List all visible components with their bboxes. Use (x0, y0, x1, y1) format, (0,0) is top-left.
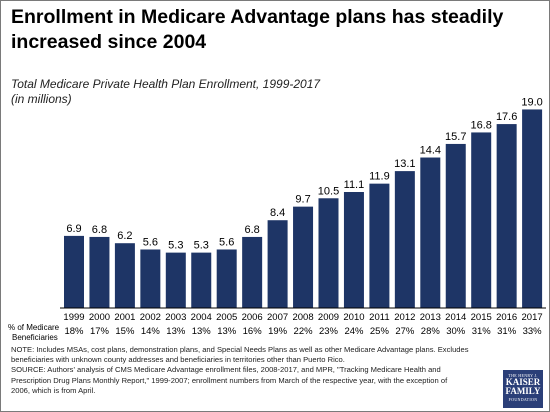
x-tick-label-2015: 2015 (471, 312, 492, 323)
x-tick-label-2017: 2017 (522, 312, 543, 323)
value-label-2008: 9.7 (295, 194, 310, 206)
x-tick-label-2001: 2001 (114, 312, 135, 323)
x-tick-label-2004: 2004 (191, 312, 212, 323)
bar-2001 (114, 243, 135, 308)
x-tick-label-2003: 2003 (165, 312, 186, 323)
subtitle-line-1: Total Medicare Private Health Plan Enrol… (11, 77, 321, 91)
x-tick-label-2009: 2009 (318, 312, 339, 323)
bar-2003 (165, 252, 186, 308)
pct-labels-group: 18% 17% 15% 14% 13% 13% 13% 16% 19% 22% 23% 24% 25% 2… (64, 326, 542, 337)
bar-2009 (318, 198, 339, 308)
kff-logo: THE HENRY J. KAISER FAMILY FOUNDATION (503, 370, 543, 408)
value-label-2005: 5.6 (219, 236, 234, 248)
bar-2016 (496, 124, 517, 308)
bar-1999 (64, 235, 84, 308)
value-label-2004: 5.3 (194, 240, 209, 252)
x-tick-label-2014: 2014 (445, 312, 466, 323)
pct-row-label-line-1: % of Medicare (8, 323, 60, 332)
pct-label-2006: 16% (243, 326, 263, 337)
bar-2015 (471, 132, 492, 308)
bars-group (64, 109, 543, 308)
pct-label-2011: 25% (370, 326, 390, 337)
pct-label-2007: 19% (268, 326, 288, 337)
bar-2010 (343, 192, 364, 308)
pct-label-1999: 18% (64, 326, 84, 337)
value-label-2013: 14.4 (420, 145, 441, 157)
pct-label-2017: 33% (523, 326, 543, 337)
value-labels-group: 6.9 6.8 6.2 5.6 5.3 5.3 5.6 6.8 8.4 9.7 10.5 11.1 11… (66, 96, 542, 251)
logo-line-1: THE HENRY J. (508, 373, 538, 378)
bar-2014 (445, 143, 466, 308)
value-label-2007: 8.4 (270, 207, 285, 219)
pct-label-2008: 22% (294, 326, 314, 337)
chart-notes: NOTE: Includes MSAs, cost plans, demonst… (11, 345, 496, 396)
logo-line-3: FAMILY (505, 386, 541, 396)
bar-2006 (242, 236, 263, 308)
chart-subtitle: Total Medicare Private Health Plan Enrol… (11, 77, 320, 107)
x-tick-label-1999: 1999 (63, 312, 84, 323)
pct-label-2016: 31% (497, 326, 517, 337)
chart-title: Enrollment in Medicare Advantage plans h… (11, 6, 504, 53)
x-tick-label-2011: 2011 (369, 312, 389, 323)
x-tick-label-2013: 2013 (420, 312, 441, 323)
pct-row-label-line-2: Beneficiaries (12, 333, 58, 342)
value-label-2012: 13.1 (394, 158, 415, 170)
bar-2007 (267, 220, 288, 308)
pct-label-2005: 13% (217, 326, 237, 337)
x-tick-label-2007: 2007 (267, 312, 288, 323)
x-tick-label-2012: 2012 (394, 312, 415, 323)
value-label-2002: 5.6 (143, 236, 158, 248)
x-tick-label-2008: 2008 (292, 312, 313, 323)
x-tick-labels-group: 1999 2000 2001 2002 2003 2004 2005 2006 2007 2008… (63, 312, 542, 323)
value-label-2011: 11.9 (369, 171, 390, 183)
value-label-2015: 16.8 (470, 119, 491, 131)
value-label-2010: 11.1 (344, 179, 365, 191)
value-label-1999: 6.9 (66, 223, 81, 235)
x-tick-label-2002: 2002 (140, 312, 161, 323)
bar-2005 (216, 249, 237, 308)
pct-label-2015: 31% (472, 326, 492, 337)
bar-2002 (140, 249, 161, 308)
value-label-2016: 17.6 (496, 111, 517, 123)
source-line: Prescription Drug Plans Monthly Report,"… (11, 375, 448, 385)
note-line: NOTE: Includes MSAs, cost plans, demonst… (11, 345, 469, 354)
value-label-2000: 6.8 (92, 224, 107, 236)
pct-label-2002: 14% (141, 326, 161, 337)
pct-label-2014: 30% (446, 326, 466, 337)
pct-label-2012: 27% (395, 326, 415, 337)
bar-2008 (293, 206, 314, 308)
pct-label-2009: 23% (319, 326, 339, 337)
note-line: beneficiaries with unknown county addres… (11, 355, 345, 365)
pct-label-2000: 17% (90, 326, 110, 337)
bar-2004 (191, 252, 212, 308)
pct-label-2010: 24% (344, 326, 364, 337)
value-label-2014: 15.7 (445, 131, 466, 143)
logo-line-4: FOUNDATION (508, 397, 538, 402)
bar-2017 (522, 109, 543, 308)
value-label-2003: 5.3 (168, 240, 183, 252)
value-label-2017: 19.0 (521, 96, 542, 108)
bar-2012 (394, 171, 415, 308)
value-label-2001: 6.2 (117, 230, 132, 242)
subtitle-line-2: (in millions) (11, 92, 72, 106)
logo-line-2: KAISER (505, 377, 541, 387)
pct-label-2001: 15% (115, 326, 135, 337)
bar-2011 (369, 183, 390, 308)
x-tick-label-2016: 2016 (496, 312, 517, 323)
x-tick-label-2010: 2010 (343, 312, 364, 323)
value-label-2009: 10.5 (318, 185, 339, 197)
value-label-2006: 6.8 (245, 224, 260, 236)
bar-2013 (420, 157, 441, 308)
bar-2000 (89, 236, 110, 308)
source-line: SOURCE: Authors' analysis of CMS Medicar… (11, 365, 441, 375)
pct-label-2004: 13% (192, 326, 212, 337)
x-tick-label-2000: 2000 (89, 312, 110, 323)
pct-label-2003: 13% (166, 326, 186, 337)
x-tick-label-2006: 2006 (242, 312, 263, 323)
x-tick-label-2005: 2005 (216, 312, 237, 323)
pct-label-2013: 28% (421, 326, 441, 337)
source-line: 2006, which is from April. (11, 385, 96, 395)
